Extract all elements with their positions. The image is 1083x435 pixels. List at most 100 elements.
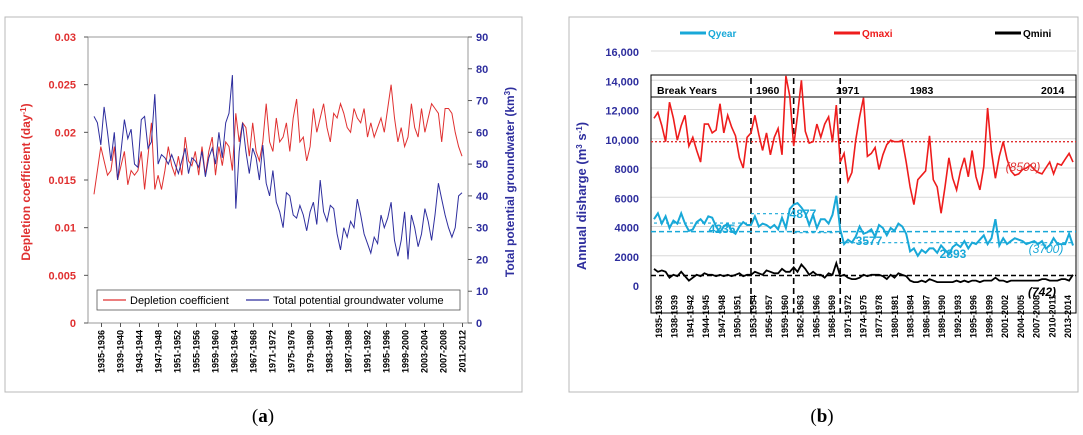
panel-a-xtick-label: 1959-1960	[211, 330, 221, 373]
panel-a-xtick-label: 1935-1936	[97, 330, 107, 373]
qyear-segment-4-label: 2893	[940, 247, 967, 261]
panel-b-xtick-label: 1980-1981	[890, 295, 900, 338]
panel-b-ytick-label: 10,000	[605, 135, 639, 147]
panel-a-right-axis: 0 10 20 30 40 50 60 70 80 90	[468, 32, 488, 330]
panel-b-ytick-label: 0	[633, 281, 639, 293]
panel-a-legend: Depletion coefficient Total potential gr…	[96, 289, 461, 311]
depletion-coefficient-line	[93, 84, 463, 195]
panel-a-subfigure-label: (a)	[252, 406, 274, 427]
panel-a-ytick-label: 0	[70, 318, 76, 330]
panel-b-xtick-label: 1995-1996	[969, 295, 979, 338]
panel-a-y2tick-label: 10	[476, 286, 488, 298]
panel-a-y2tick-label: 90	[476, 32, 488, 44]
panel-b-y-axis: 0 2000 4000 6000 8000 10,000 12,000 14,000 16,00…	[605, 47, 639, 293]
panel-b-legend: Qyear Qmaxi Qmini	[680, 29, 1052, 40]
panel-b-frame	[568, 16, 1079, 393]
panel-a-xtick-label: 1967-1968	[249, 330, 259, 373]
panel-b-xtick-label: 1947-1948	[717, 295, 727, 338]
qyear-segment-2-label: 4877	[790, 207, 817, 221]
panel-b-ytick-label: 14,000	[605, 76, 639, 88]
panel-b-plot-area	[650, 74, 1077, 314]
break-year-1983: 1983	[910, 85, 934, 97]
panel-b-xtick-label: 2007-2008	[1032, 295, 1042, 338]
panel-a-y2tick-label: 50	[476, 159, 488, 171]
qmini-mean-label: (742)	[1028, 285, 1056, 299]
panel-a-ylabel: Depletion coefficient (day-1)	[19, 103, 34, 260]
panel-a-xtick-label: 1979-1980	[306, 330, 316, 373]
panel-b-ylabel: Annual disharge (m3 s-1)	[574, 122, 589, 270]
panel-b-xtick-label: 1941-1942	[685, 295, 695, 338]
break-year-2014: 2014	[1041, 85, 1065, 97]
qyear-segment-1-label: 4235	[709, 222, 736, 236]
panel-b-xtick-label: 1977-1978	[874, 295, 884, 338]
panel-a-xtick-label: 2003-2004	[420, 330, 430, 373]
panel-a-xtick-label: 1995-1996	[382, 330, 392, 373]
qyear-mean-label: (3700)	[1029, 242, 1064, 256]
legend-label-depletion: Depletion coefficient	[130, 295, 229, 307]
panel-b-xtick-label: 1968-1969	[827, 295, 837, 338]
panel-a-xtick-label: 1987-1988	[344, 330, 354, 373]
panel-a-y2tick-label: 60	[476, 127, 488, 139]
qyear-line	[653, 195, 1074, 258]
panel-b-xtick-label: 1938-1939	[670, 295, 680, 338]
panel-a-y2tick-label: 40	[476, 191, 488, 203]
panel-a-xtick-label: 2007-2008	[439, 330, 449, 373]
panel-b-xtick-label: 2001-2002	[1000, 295, 1010, 338]
panel-b-xtick-label: 2004-2005	[1016, 295, 1026, 338]
panel-a-y2tick-label: 0	[476, 318, 482, 330]
panel-a-ytick-label: 0.02	[55, 127, 76, 139]
panel-b-xtick-label: 1935-1936	[654, 295, 664, 338]
legend-label-qyear: Qyear	[708, 29, 736, 40]
panel-a-xtick-label: 1975-1976	[287, 330, 297, 373]
panel-a-y2tick-label: 20	[476, 254, 488, 266]
panel-a-ytick-label: 0.005	[48, 270, 76, 282]
panel-a-xtick-label: 2011-2012	[458, 330, 468, 373]
qmini-line	[653, 260, 1074, 284]
panel-a-y2tick-label: 80	[476, 64, 488, 76]
panel-b-xtick-label: 1965-1966	[811, 295, 821, 338]
panel-b-xtick-label: 1989-1990	[937, 295, 947, 338]
groundwater-volume-line	[93, 75, 463, 260]
panel-b-xtick-label: 1944-1945	[701, 295, 711, 338]
panel-a-ytick-label: 0.015	[48, 175, 76, 187]
qmaxi-mean-label: (8509)	[1006, 160, 1041, 174]
panel-b-xtick-label: 1950-1951	[733, 295, 743, 338]
panel-a-xtick-label: 1971-1972	[268, 330, 278, 373]
panel-a-y2label: Total potential groundwater (km3)	[503, 87, 518, 277]
panel-a-y2tick-label: 30	[476, 223, 488, 235]
panel-b-ytick-label: 8000	[615, 164, 639, 176]
panel-b-ytick-label: 16,000	[605, 47, 639, 59]
panel-a-xtick-label: 1991-1992	[363, 330, 373, 373]
panel-b-xtick-label: 1956-1957	[764, 295, 774, 338]
panel-a-xtick-label: 1999-2000	[401, 330, 411, 373]
panel-b-xtick-label: 1983-1984	[906, 295, 916, 338]
panel-b: 0 2000 4000 6000 8000 10,000 12,000 14,000 16,00…	[568, 16, 1079, 427]
panel-b-xtick-label: 1962-1963	[796, 295, 806, 338]
panel-a-xtick-label: 1947-1948	[154, 330, 164, 373]
panel-a-left-axis: 0 0.005 0.01 0.015 0.02 0.025 0.03	[48, 32, 88, 330]
panel-b-xtick-label: 1992-1993	[953, 295, 963, 338]
panel-b-x-axis: 1935-1936 1938-1939 1941-1942 1944-1945 1947…	[654, 295, 1073, 338]
panel-a-xtick-label: 1943-1944	[135, 330, 145, 373]
panel-a-legend-box	[96, 289, 461, 311]
panel-a-plot-area	[87, 36, 469, 324]
panel-b-ytick-label: 2000	[615, 252, 639, 264]
panel-b-annotations: (8509) (3700) (742) 4235 4877 3577 2893	[709, 160, 1064, 299]
break-year-1960: 1960	[756, 85, 780, 97]
panel-a-ytick-label: 0.03	[55, 32, 76, 44]
qmaxi-line	[653, 75, 1074, 214]
panel-b-xtick-label: 1959-1960	[780, 295, 790, 338]
legend-label-qmini: Qmini	[1023, 29, 1052, 40]
break-years-label: Break Years	[657, 85, 717, 97]
panel-b-ytick-label: 4000	[615, 223, 639, 235]
panel-a: 0 0.005 0.01 0.015 0.02 0.025 0.03 0 10 20 30 40 50…	[4, 16, 523, 427]
panel-a-xtick-label: 1955-1956	[192, 330, 202, 373]
panel-b-ytick-label: 12,000	[605, 106, 639, 118]
panel-b-xtick-label: 2010-2011	[1047, 295, 1057, 338]
panel-a-ytick-label: 0.01	[55, 223, 76, 235]
panel-b-xtick-label: 1953-1954	[748, 295, 758, 338]
qyear-segment-3-label: 3577	[856, 234, 883, 248]
panel-b-xtick-label: 1998-1999	[984, 295, 994, 338]
legend-label-groundwater: Total potential groundwater volume	[273, 295, 444, 307]
